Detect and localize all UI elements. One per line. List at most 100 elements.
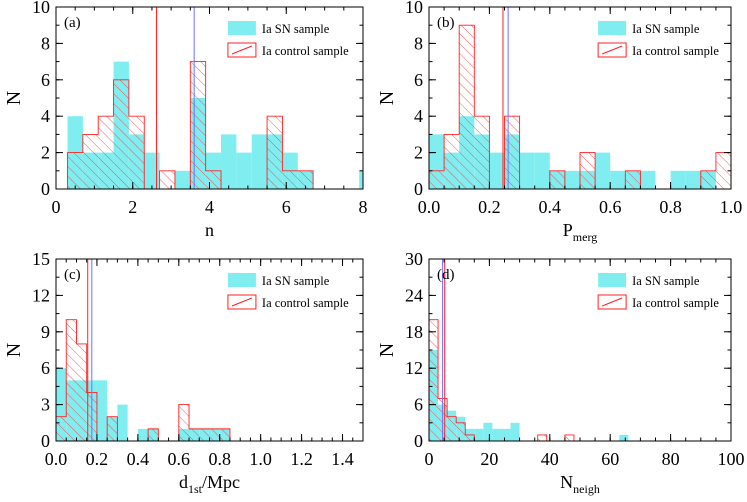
bar-ia-control — [66, 319, 77, 441]
x-tick-label: 1.0 — [720, 197, 743, 217]
legend-label-ia-sn: Ia SN sample — [632, 274, 700, 288]
panel-b: 0.0 0.2 0.4 0.6 0.8 1.0 0 2 4 6 8 10 (b) Ia SN samp… — [376, 0, 742, 244]
bar-ia-sn — [534, 152, 550, 189]
panel-label: (b) — [437, 15, 455, 31]
legend-label-ia-sn: Ia SN sample — [262, 274, 330, 288]
y-tick-label: 6 — [41, 358, 50, 378]
bar-ia-control — [107, 416, 118, 441]
y-tick-label: 0 — [414, 179, 423, 199]
legend-swatch-diagonal — [231, 45, 253, 55]
x-tick-label: 0.8 — [659, 197, 682, 217]
x-tick-label: 1.4 — [331, 449, 354, 469]
bar-ia-control — [98, 116, 114, 189]
y-axis-label: N — [376, 343, 398, 357]
bar-ia-control — [282, 170, 298, 189]
bar-ia-control — [76, 343, 87, 441]
bar-ia-sn — [492, 428, 502, 441]
panel-label: (a) — [64, 15, 81, 31]
legend-swatch-diagonal — [601, 45, 623, 55]
x-axis-label: Nneigh — [560, 472, 600, 496]
legend-swatch-ia-sn — [227, 273, 256, 287]
bar-ia-control — [267, 116, 283, 189]
y-tick-label: 0 — [41, 179, 50, 199]
step-outline-ia-control — [429, 24, 731, 189]
x-tick-label: 1.2 — [290, 449, 313, 469]
y-tick-label: 10 — [405, 0, 423, 17]
y-axis-label: N — [3, 91, 25, 105]
x-axis-label: d1st/Mpc — [179, 472, 240, 496]
legend-swatch-ia-sn — [598, 21, 627, 35]
y-tick-label: 18 — [405, 322, 423, 342]
legend-label-ia-sn: Ia SN sample — [262, 22, 330, 36]
x-tick-label: 0 — [52, 197, 61, 217]
bar-ia-control — [128, 116, 145, 189]
legend-label-ia-control: Ia control sample — [632, 44, 719, 58]
y-tick-label: 8 — [41, 33, 50, 53]
x-axis-label-main: n — [205, 220, 214, 240]
x-tick-label: 80 — [662, 449, 680, 469]
x-tick-label: 100 — [718, 449, 745, 469]
legend-swatch-ia-sn — [227, 21, 256, 35]
x-tick-label: 40 — [541, 449, 559, 469]
bar-ia-control — [429, 170, 445, 189]
step-outline-ia-control — [56, 319, 231, 441]
bar-ia-control — [504, 116, 520, 189]
bar-ia-control — [190, 61, 206, 189]
x-tick-label: 60 — [601, 449, 619, 469]
bar-ia-sn — [510, 422, 520, 441]
bar-ia-control — [67, 152, 83, 189]
legend-swatch-ia-control — [227, 294, 257, 310]
x-tick-label: 0 — [425, 449, 434, 469]
bar-ia-sn — [610, 170, 626, 189]
legend-label-ia-sn: Ia SN sample — [632, 22, 700, 36]
y-axis-label: N — [376, 91, 398, 105]
y-tick-label: 0 — [414, 431, 423, 451]
legend: Ia SN sample Ia control sample — [227, 21, 349, 58]
bar-ia-sn — [221, 134, 237, 189]
bar-ia-control — [549, 170, 565, 189]
bar-ia-sn — [489, 152, 505, 189]
x-tick-label: 8 — [359, 197, 368, 217]
x-tick-label: 20 — [480, 449, 498, 469]
legend: Ia SN sample Ia control sample — [597, 273, 719, 310]
bar-ia-control — [199, 428, 210, 441]
x-axis-label-main: d — [179, 472, 188, 492]
bar-ia-sn — [564, 170, 580, 189]
bar-ia-control — [159, 170, 175, 189]
x-tick-label: 6 — [282, 197, 291, 217]
bar-ia-control — [429, 319, 439, 441]
bar-ia-sn — [640, 170, 656, 189]
bar-ia-sn — [483, 422, 493, 441]
step-outline-ia-control — [429, 319, 629, 441]
y-tick-label: 4 — [41, 106, 50, 126]
bar-ia-control — [205, 170, 222, 189]
panel-c: 0.0 0.2 0.4 0.6 0.8 1.0 1.2 1.4 0 3 6 9 12 15 (c) Ia … — [3, 249, 364, 496]
x-tick-label: 0.2 — [478, 197, 501, 217]
x-tick-label: 0.6 — [599, 197, 622, 217]
x-tick-label: 2 — [128, 197, 137, 217]
bar-ia-control — [56, 416, 67, 441]
x-axis-label-main: P — [563, 220, 573, 240]
bar-ia-control — [625, 170, 641, 189]
bar-ia-control — [465, 434, 475, 441]
bar-ia-control — [580, 152, 596, 189]
bar-ia-control — [459, 25, 475, 189]
x-axis-label: Pmerg — [563, 220, 597, 244]
bar-ia-control — [537, 434, 547, 441]
x-tick-label: 1.0 — [249, 449, 272, 469]
legend-swatch-ia-control — [227, 42, 257, 58]
legend-swatch-diagonal — [231, 297, 253, 307]
y-tick-label: 6 — [414, 395, 423, 415]
x-tick-label: 0.0 — [45, 449, 68, 469]
panel-a: 0 2 4 6 8 0 2 4 6 8 10 (a) Ia SN sample Ia control… — [3, 0, 368, 240]
x-axis-label-unit: /Mpc — [202, 472, 240, 492]
panel-d: 0 20 40 60 80 100 0 6 12 18 24 30 (d) Ia SN sample … — [376, 249, 745, 496]
bar-ia-sn — [595, 152, 611, 189]
legend-swatch-ia-control — [597, 42, 627, 58]
x-tick-label: 0.2 — [86, 449, 109, 469]
bar-ia-control — [447, 416, 457, 441]
x-axis-label-subscript: merg — [573, 230, 597, 244]
bar-ia-control — [219, 428, 230, 441]
bar-ia-sn — [519, 152, 535, 189]
